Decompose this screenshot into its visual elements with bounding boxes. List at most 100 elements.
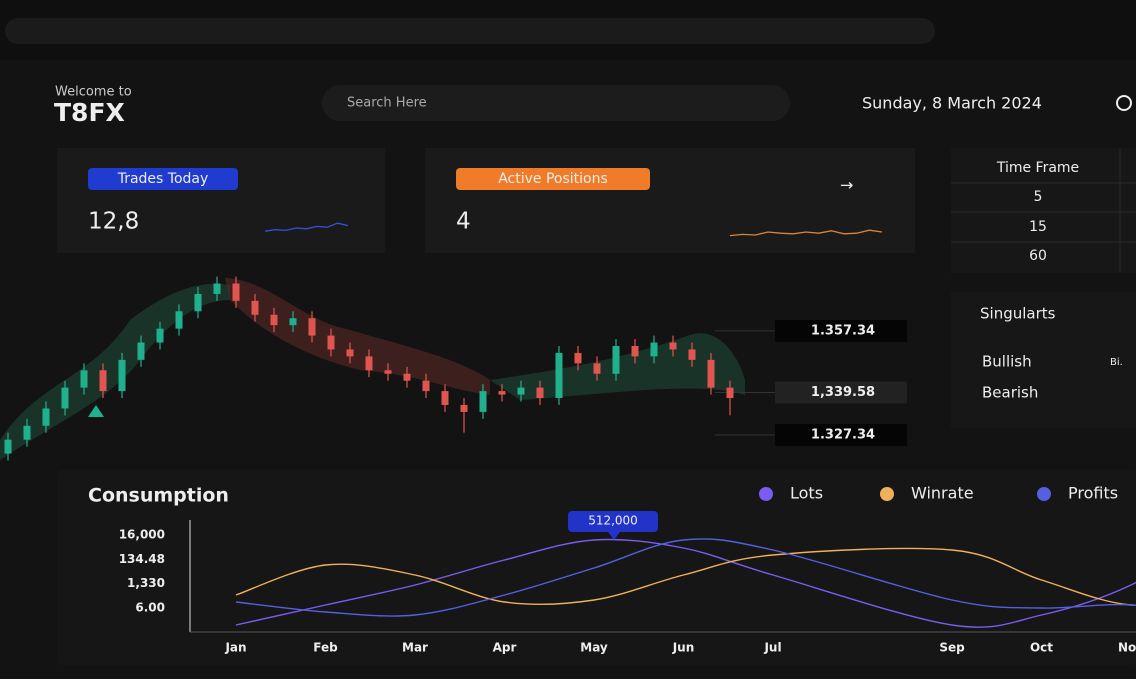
card (425, 148, 915, 253)
tooltip-pointer (608, 532, 620, 540)
legend-swatch (1037, 487, 1051, 501)
badge (88, 168, 238, 190)
singularts-note: Bi. (1110, 357, 1123, 368)
candle-body (308, 318, 316, 336)
y-tick-label: 134.48 (119, 552, 165, 566)
y-tick-label: 1,330 (127, 576, 165, 590)
candle-body (593, 363, 601, 374)
candle-body (688, 349, 696, 360)
candle-body (650, 342, 658, 357)
candle-body (726, 387, 734, 399)
legend-swatch (880, 487, 894, 501)
candle-body (270, 314, 278, 326)
x-tick-label: Sep (939, 641, 965, 655)
candle-body (80, 370, 88, 388)
candle-body (441, 391, 449, 405)
x-tick-label: Mar (402, 641, 428, 655)
y-tick-label: 6.00 (135, 600, 165, 614)
badge (456, 168, 650, 190)
badge-label: Trades Today (117, 171, 209, 187)
trend-band (0, 283, 230, 460)
legend-swatch (759, 487, 773, 501)
legend-label: Lots (790, 484, 823, 503)
price-tag (775, 424, 907, 447)
candle-body (612, 345, 620, 374)
time-frame-header: Time Frame (996, 160, 1079, 176)
candle-body (631, 345, 639, 357)
date: Sunday, 8 March 2024 (862, 94, 1042, 113)
arrow-icon[interactable]: → (840, 176, 853, 195)
tooltip (568, 511, 658, 532)
candle-body (23, 425, 31, 440)
x-tick-label: Jun (672, 641, 695, 655)
x-tick-label: Apr (493, 641, 517, 655)
candle-body (175, 311, 183, 329)
candle-body (327, 335, 335, 350)
candle-body (555, 352, 563, 399)
time-frame-row[interactable]: 60 (1029, 248, 1047, 264)
line-series (235, 538, 1136, 617)
tooltip-label: 512,000 (588, 514, 638, 528)
candle-body (403, 373, 411, 381)
candle-body (61, 387, 69, 409)
singularts-panel (951, 292, 1136, 428)
singularts-item: Bearish (982, 384, 1038, 402)
welcome: Welcome to (55, 85, 132, 100)
candle-body (574, 352, 582, 364)
candle-body (460, 404, 468, 412)
brand: T8FX (54, 98, 125, 127)
candle-body (118, 359, 126, 392)
candle-body (156, 328, 164, 343)
price-tag-label: 1.357.34 (811, 323, 875, 338)
search-placeholder: Search Here (347, 96, 427, 111)
candle-body (213, 283, 221, 294)
price-tag (775, 381, 907, 404)
candle-body (517, 387, 525, 395)
time-frame-row[interactable]: 5 (1034, 189, 1043, 205)
candle-body (384, 370, 392, 374)
candle-body (536, 387, 544, 399)
line-series (235, 547, 1136, 606)
candle-body (669, 342, 677, 350)
candle-body (479, 391, 487, 412)
singularts-item: Bullish (982, 353, 1032, 371)
legend-label: Profits (1068, 484, 1118, 503)
card-value: 4 (456, 209, 471, 235)
candle-body (365, 356, 373, 371)
card (57, 148, 385, 253)
singularts-title: Singularts (980, 305, 1056, 323)
badge-label: Active Positions (498, 171, 608, 187)
sparkline (729, 229, 883, 237)
candle-body (42, 408, 50, 426)
legend-label: Winrate (911, 484, 974, 503)
price-tag-label: 1,339.58 (811, 385, 875, 400)
price-tag (775, 319, 907, 342)
price-tag-label: 1.327.34 (811, 428, 875, 443)
x-tick-label: Oct (1030, 641, 1053, 655)
chart-title: Consumption (88, 485, 229, 507)
x-tick-label: Jul (763, 641, 781, 655)
candle-body (99, 370, 107, 392)
candle-body (137, 342, 145, 360)
trend-band (225, 278, 490, 395)
sparkline (264, 222, 349, 232)
candle-body (346, 349, 354, 357)
candle-body (232, 283, 240, 301)
x-tick-label: Jan (224, 641, 246, 655)
candle-body (289, 318, 297, 326)
candle-body (422, 380, 430, 392)
search-box[interactable] (322, 85, 790, 121)
y-tick-label: 16,000 (119, 528, 165, 542)
candle-body (707, 359, 715, 388)
candle-body (498, 391, 506, 395)
card-value: 12,8 (88, 209, 139, 235)
top-bar (5, 18, 935, 44)
x-tick-label: May (580, 641, 608, 655)
x-tick-label: Nov (1118, 641, 1136, 655)
candle-body (251, 300, 259, 315)
clock-icon (1116, 95, 1132, 111)
time-frame-row[interactable]: 15 (1029, 219, 1047, 235)
signal-marker (88, 405, 104, 417)
